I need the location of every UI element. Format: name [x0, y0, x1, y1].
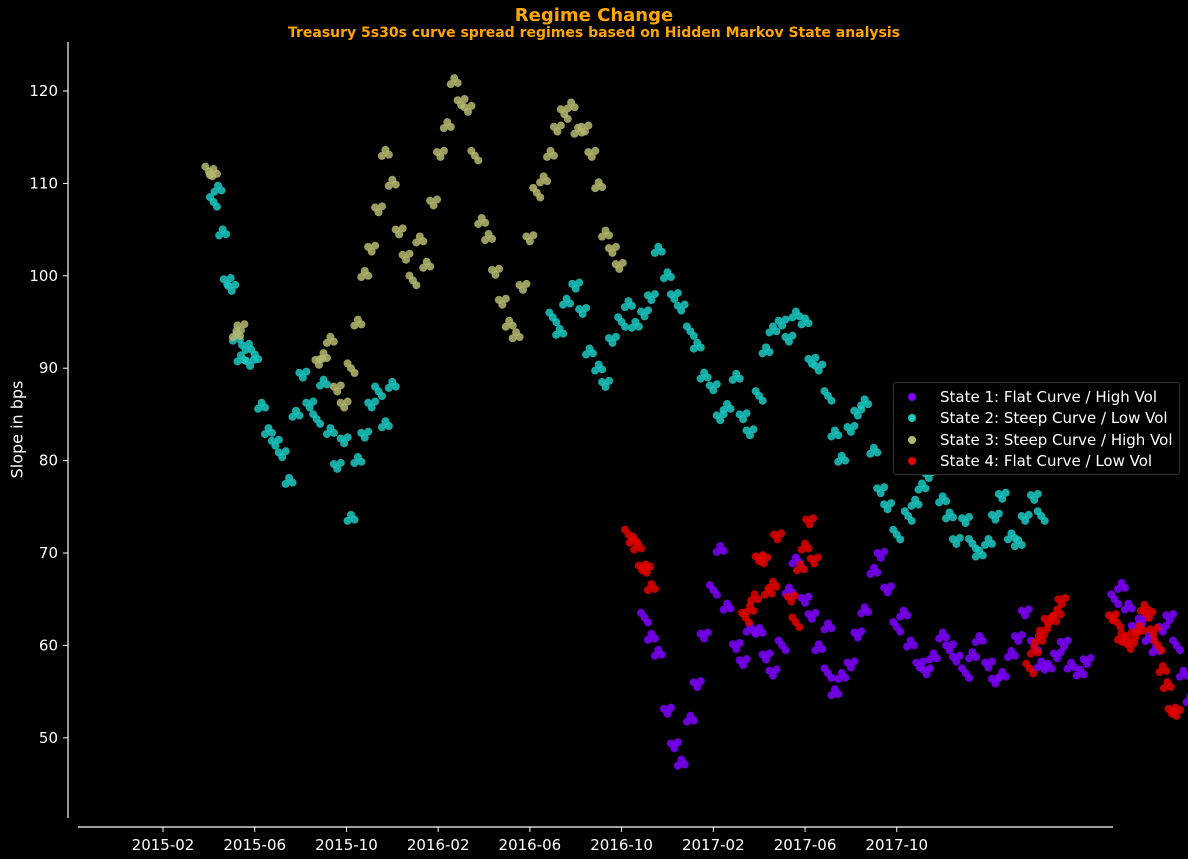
x-tick-label: 2015-10 [315, 836, 378, 854]
legend-dot-icon [908, 435, 916, 444]
x-tick-label: 2016-10 [590, 836, 653, 854]
scatter-points [201, 74, 1188, 770]
legend-item-state-2: State 2: Steep Curve / Low Vol [902, 408, 1179, 430]
x-tick-label: 2015-02 [132, 836, 195, 854]
legend-dot-icon [908, 457, 916, 466]
x-tick-label: 2016-06 [499, 836, 562, 854]
legend-dot-icon [908, 414, 916, 423]
y-tick-label: 70 [39, 544, 58, 562]
y-tick-label: 50 [39, 729, 58, 747]
y-tick-label: 80 [39, 452, 58, 470]
y-tick-label: 110 [29, 174, 58, 192]
legend-label: State 1: Flat Curve / High Vol [940, 387, 1158, 406]
y-tick-label: 100 [29, 267, 58, 285]
y-tick-label: 120 [29, 82, 58, 100]
legend-dot-icon [908, 392, 916, 401]
x-tick-label: 2017-02 [682, 836, 745, 854]
x-axis-ticks: 2015-02 2015-06 2015-10 2016-02 2016-06 2016-… [132, 827, 928, 854]
legend-item-state-4: State 4: Flat Curve / Low Vol [902, 451, 1179, 473]
chart-subtitle: Treasury 5s30s curve spread regimes base… [287, 25, 900, 41]
x-tick-label: 2017-06 [774, 836, 837, 854]
x-tick-label: 2016-02 [407, 836, 470, 854]
x-tick-label: 2015-06 [223, 836, 286, 854]
x-tick-label: 2017-10 [865, 836, 928, 854]
legend-label: State 3: Steep Curve / High Vol [940, 430, 1173, 449]
legend: State 1: Flat Curve / High Vol State 2: … [893, 382, 1180, 475]
y-axis-ticks: 50 60 70 80 90 100 110 120 [29, 82, 68, 747]
y-tick-label: 90 [39, 359, 58, 377]
legend-item-state-1: State 1: Flat Curve / High Vol [902, 386, 1179, 408]
y-tick-label: 60 [39, 636, 58, 654]
chart-title: Regime Change [514, 5, 674, 26]
legend-label: State 2: Steep Curve / Low Vol [940, 409, 1168, 428]
legend-label: State 4: Flat Curve / Low Vol [940, 452, 1153, 471]
legend-item-state-3: State 3: Steep Curve / High Vol [902, 429, 1179, 451]
